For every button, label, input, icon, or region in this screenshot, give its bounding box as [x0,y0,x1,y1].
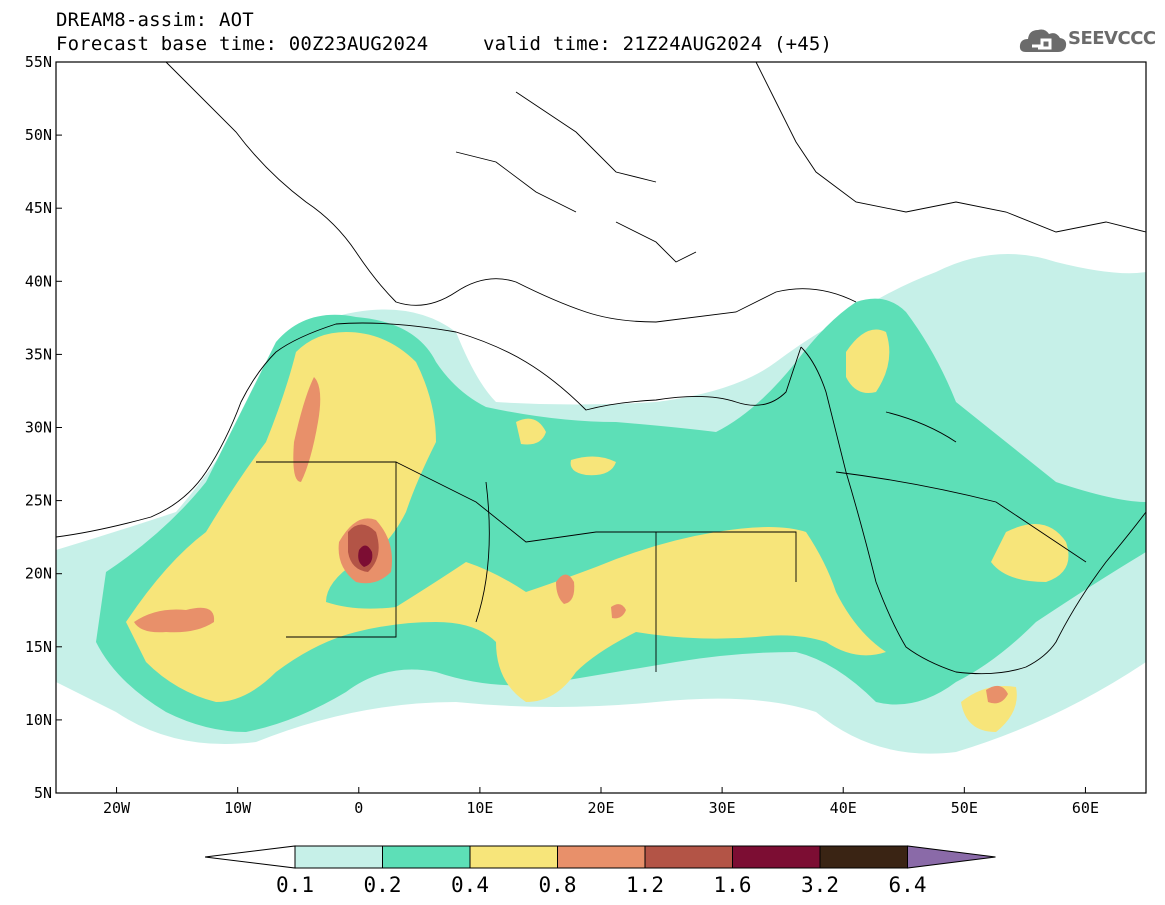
aot-map: 20W 10W 0 10E 20E 30E 40E 50E 60E 55N 50N 45N 40N 35N… [25,53,1147,817]
colorbar-segment [382,845,471,869]
aot-band-0.8 [293,377,321,482]
valid-time: valid time: 21Z24AUG2024 (+45) [483,33,833,55]
lon-tick-label: 10W [224,799,252,817]
lat-tick-label: 50N [25,126,52,144]
lat-tick-label: 20N [25,565,52,583]
aot-band-0.4 [570,456,616,476]
colorbar-over-triangle [907,845,996,869]
colorbar-segment [644,845,733,869]
aot-band-0.8 [134,607,215,633]
aot-band-0.4 [991,524,1069,582]
lon-tick-label: 10E [466,799,493,817]
colorbar-label: 0.4 [451,873,489,897]
lat-tick-label: 35N [25,345,52,363]
axis-ticks: 20W 10W 0 10E 20E 30E 40E 50E 60E 55N 50N 45N 40N 35N… [25,53,1099,817]
colorbar-label: 1.6 [714,873,752,897]
coastlines-borders [55,61,1147,675]
aot-band-0.8 [556,574,575,604]
aot-band-0.8 [986,685,1008,704]
colorbar-label: 0.1 [276,873,314,897]
lat-tick-label: 40N [25,272,52,290]
logo-text: SEEVCCC [1068,28,1156,49]
aot-band-0.8 [611,604,626,619]
cloud-icon [1019,29,1067,52]
lat-tick-label: 45N [25,199,52,217]
aot-band-0.4 [516,418,546,445]
lon-tick-label: 60E [1072,799,1099,817]
lat-tick-label: 30N [25,419,52,437]
colorbar-under-triangle [205,845,296,869]
colorbar: 0.1 0.2 0.4 0.8 1.2 1.6 3.2 6.4 [205,845,996,897]
lat-tick-label: 5N [34,784,52,802]
lon-tick-label: 50E [951,799,978,817]
lon-tick-label: 40E [830,799,857,817]
colorbar-segment [732,845,821,869]
aot-band-1.6 [358,545,373,567]
lat-tick-label: 15N [25,638,52,656]
lon-tick-label: 0 [354,799,363,817]
colorbar-segment [469,845,558,869]
colorbar-segment [557,845,646,869]
forecast-base-time: Forecast base time: 00Z23AUG2024 [56,33,429,55]
lon-tick-label: 30E [709,799,736,817]
aot-band-0.4 [846,329,890,393]
colorbar-label: 1.2 [626,873,664,897]
colorbar-segment [819,845,908,869]
lat-tick-label: 55N [25,53,52,71]
aot-shading [56,254,1146,754]
map-title: DREAM8-assim: AOT [56,9,254,31]
lon-tick-label: 20W [103,799,131,817]
colorbar-segment [294,845,383,869]
colorbar-label: 6.4 [889,873,927,897]
colorbar-label: 0.2 [364,873,402,897]
colorbar-label: 0.8 [539,873,577,897]
colorbar-label: 3.2 [801,873,839,897]
seevccc-logo: SEEVCCC [1018,22,1158,58]
lat-tick-label: 25N [25,492,52,510]
lon-tick-label: 20E [587,799,614,817]
lat-tick-label: 10N [25,711,52,729]
